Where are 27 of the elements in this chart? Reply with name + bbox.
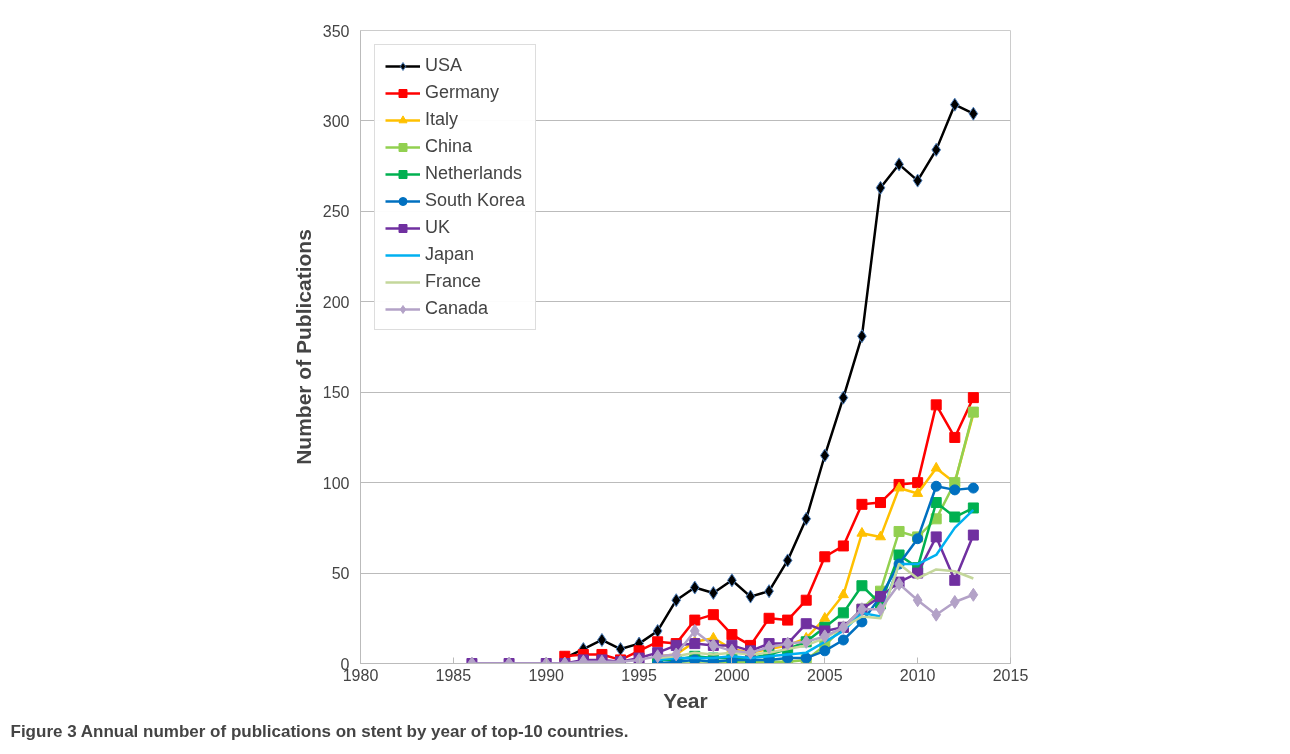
x-tick-label: 1995 bbox=[621, 666, 657, 684]
legend-label: Italy bbox=[425, 109, 459, 130]
legend-label: South Korea bbox=[425, 190, 526, 211]
x-axis-title: Year bbox=[663, 688, 708, 712]
legend-label: UK bbox=[425, 217, 451, 238]
y-tick-label: 300 bbox=[322, 112, 350, 130]
y-tick-label: 350 bbox=[322, 22, 350, 40]
legend-label: Canada bbox=[425, 298, 489, 319]
x-tick-label: 2005 bbox=[806, 666, 843, 684]
legend-label: France bbox=[425, 271, 482, 292]
x-tick-label: 1985 bbox=[435, 666, 472, 684]
legend-label: Netherlands bbox=[425, 163, 523, 184]
y-tick-label: 100 bbox=[322, 474, 350, 492]
y-tick-label: 50 bbox=[331, 565, 350, 583]
caption: Figure 3 Annual number of publications on stent by year of top-10 countries. bbox=[10, 721, 629, 741]
legend-label: China bbox=[425, 136, 473, 157]
y-tick-label: 200 bbox=[322, 293, 350, 311]
legend-label: Germany bbox=[425, 82, 500, 103]
x-tick-label: 2015 bbox=[992, 666, 1029, 684]
legend-label: Japan bbox=[425, 244, 475, 265]
y-axis-title: Number of Publications bbox=[291, 229, 315, 465]
x-tick-label: 1990 bbox=[528, 666, 565, 684]
y-tick-label: 150 bbox=[322, 384, 350, 402]
x-tick-label: 2010 bbox=[899, 666, 936, 684]
y-tick-label: 250 bbox=[322, 203, 350, 221]
legend-label: USA bbox=[425, 55, 463, 76]
x-tick-label: 2000 bbox=[714, 666, 750, 684]
